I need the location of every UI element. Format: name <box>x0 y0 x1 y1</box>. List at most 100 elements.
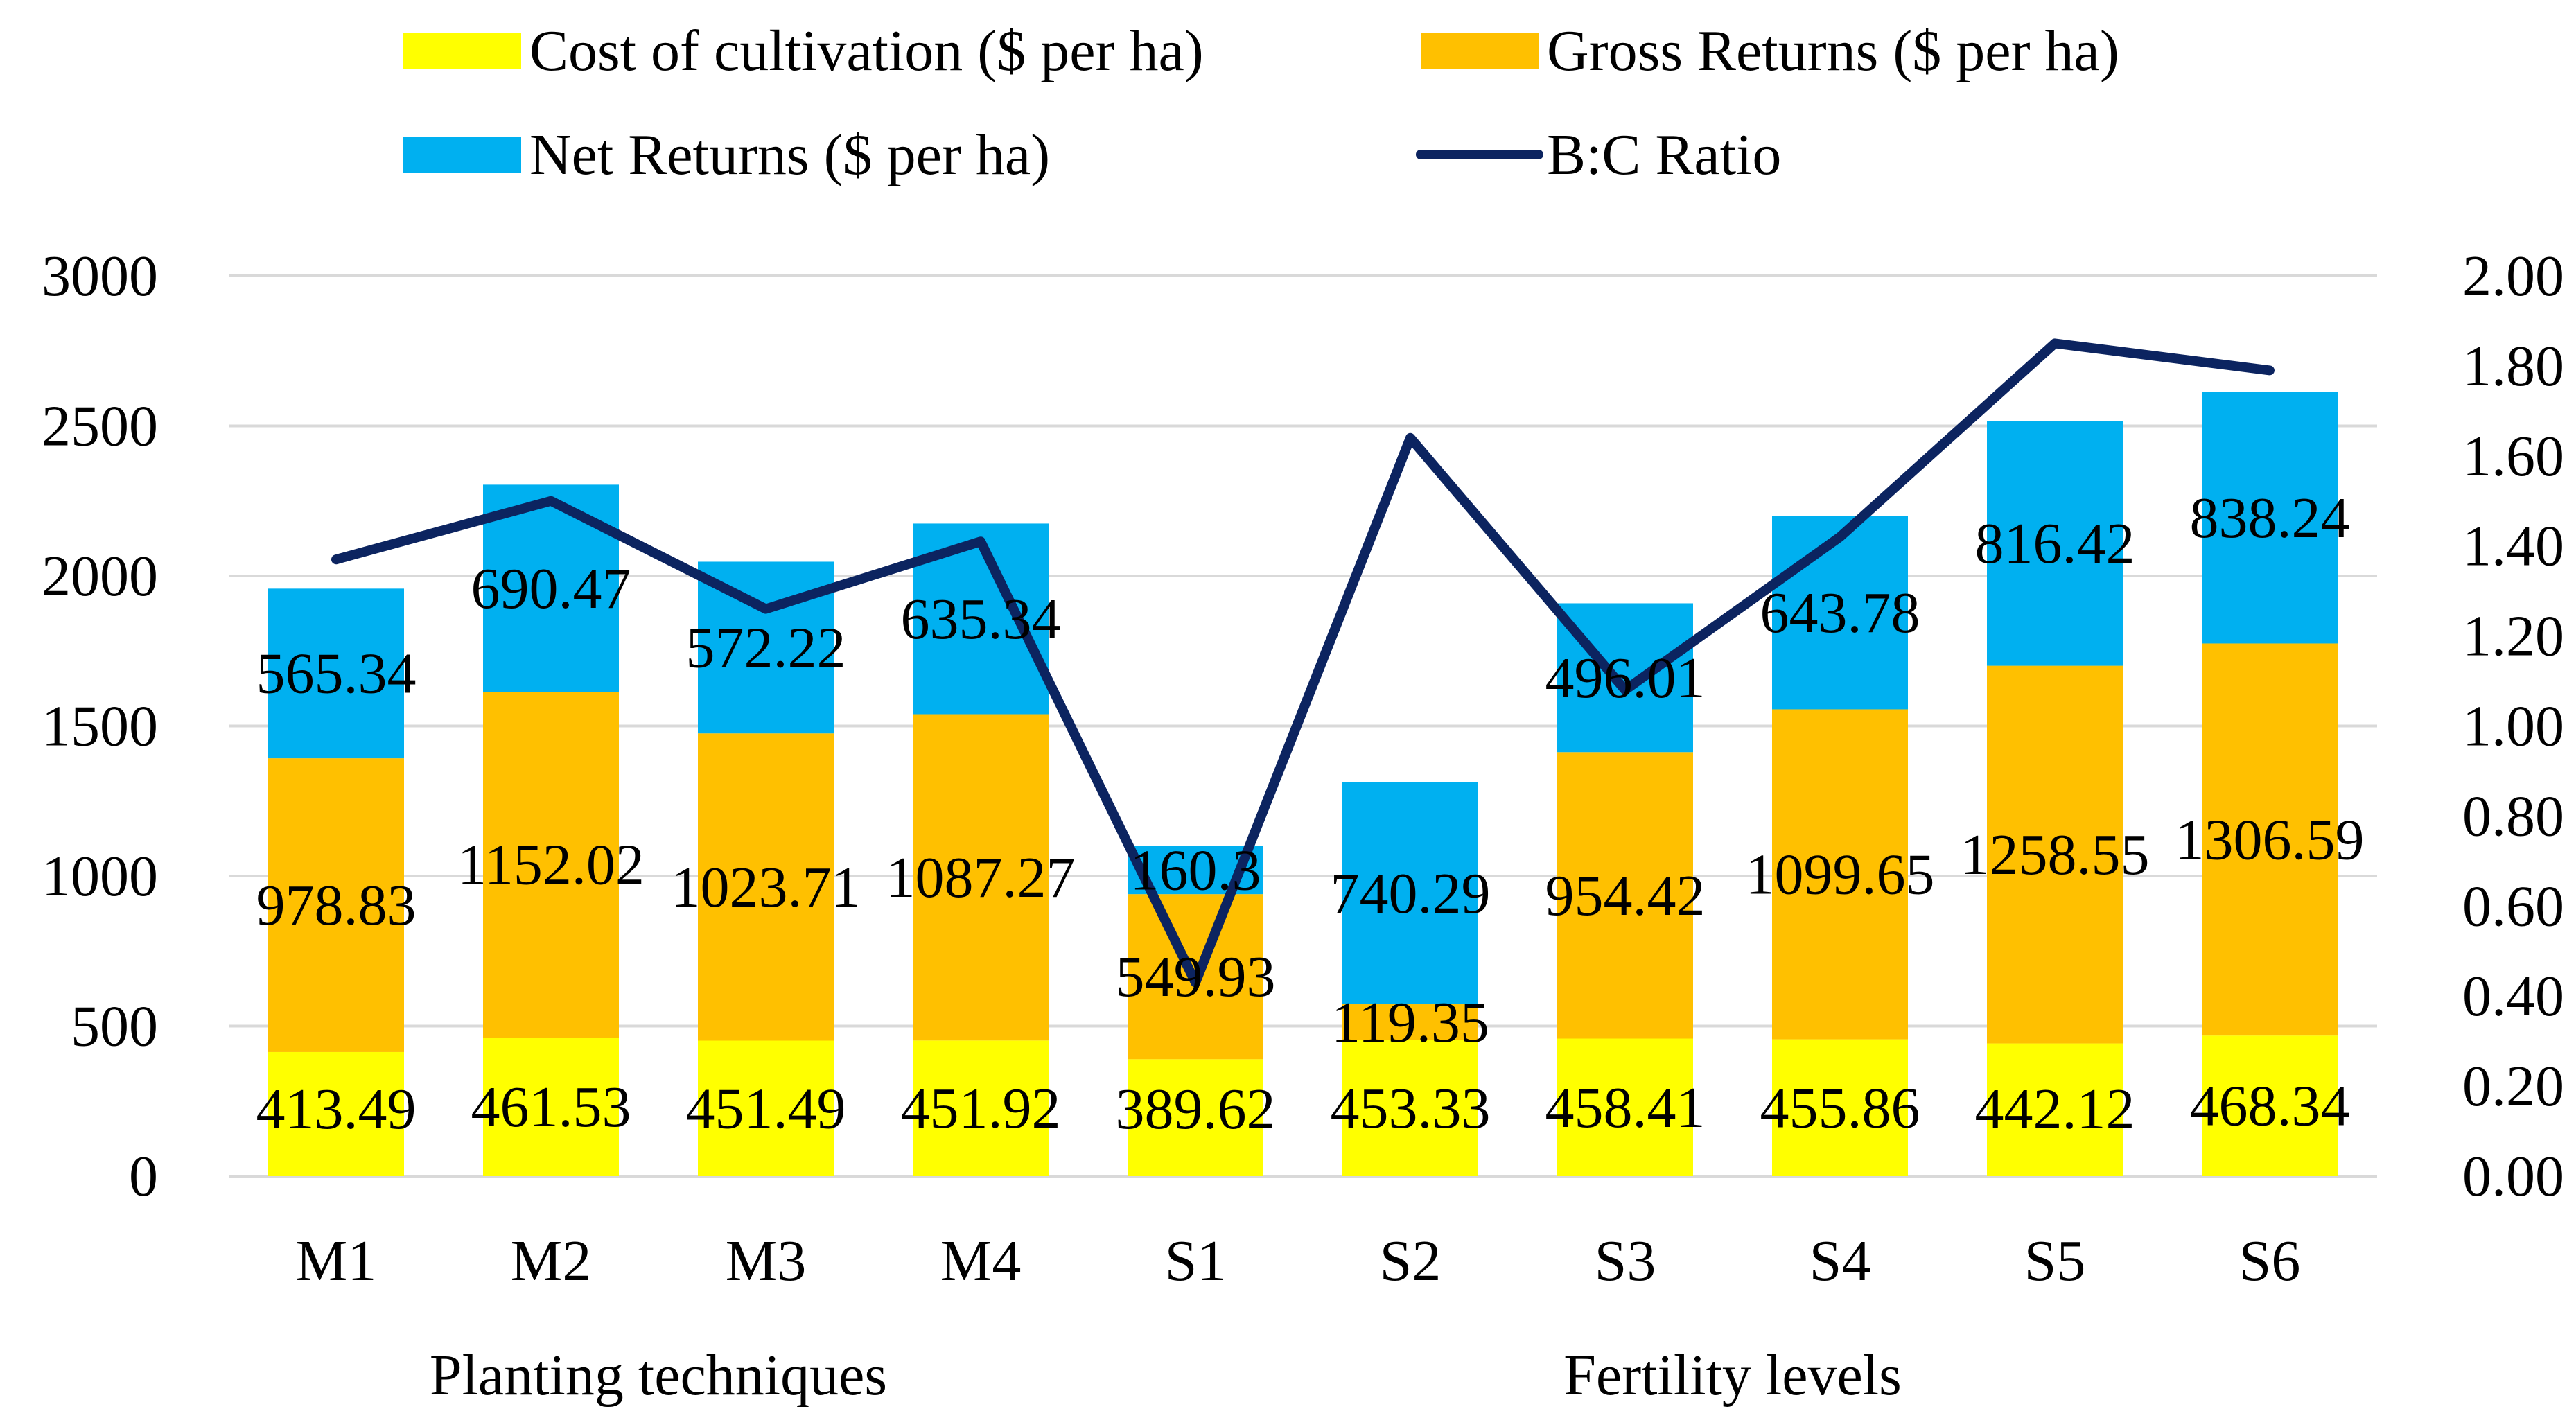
y-right-tick-label: 1.40 <box>2462 514 2564 579</box>
bar-segment <box>913 1040 1049 1176</box>
category-group-label: Planting techniques <box>430 1343 887 1408</box>
data-label: 461.53 <box>471 1075 631 1139</box>
data-label: 451.92 <box>901 1076 1061 1141</box>
bar-segment <box>2202 392 2338 644</box>
y-left-tick-label: 2500 <box>42 394 158 459</box>
bar-segment <box>1342 1004 1478 1040</box>
data-label: 1087.27 <box>886 846 1076 910</box>
legend-swatch <box>403 137 521 173</box>
x-tick-label: S6 <box>2239 1229 2301 1293</box>
bar-segment <box>1342 782 1478 1005</box>
data-label: 455.86 <box>1760 1076 1920 1140</box>
bar-segment <box>483 692 619 1038</box>
data-label-layer: 413.49 978.83 565.34 461.53 1152.02 690.47 451… <box>256 486 2365 1141</box>
bar-segment <box>1557 603 1693 753</box>
bar-segment <box>1557 1038 1693 1176</box>
data-label: 1152.02 <box>457 833 645 898</box>
y-left-tick-label: 0 <box>129 1144 158 1209</box>
y-right-tick-label: 0.40 <box>2462 964 2564 1028</box>
y-right-tick-label: 1.80 <box>2462 334 2564 399</box>
data-label: 978.83 <box>256 873 417 938</box>
data-label: 740.29 <box>1331 861 1491 926</box>
data-label: 160.3 <box>1130 838 1261 902</box>
bar-segment <box>268 1051 404 1176</box>
data-label: 816.42 <box>1975 511 2135 576</box>
bar-segment <box>698 1040 834 1176</box>
legend-label: B:C Ratio <box>1547 123 1781 187</box>
bar-segment <box>1772 1039 1908 1176</box>
bar-segment <box>2202 643 2338 1036</box>
bc-ratio-point <box>2269 369 2270 371</box>
category-group-label: Fertility levels <box>1563 1343 1902 1408</box>
axis-labels: 0 500 1000 1500 2000 2500 3000 0.00 0.20 0.40 0.60… <box>42 244 2564 1293</box>
data-label: 119.35 <box>1331 990 1489 1055</box>
bar-segment <box>1772 709 1908 1040</box>
bc-ratio-point <box>1839 536 1841 538</box>
bc-ratio-point <box>550 500 552 502</box>
bc-ratio-point <box>980 541 981 543</box>
data-label: 468.34 <box>2190 1074 2350 1139</box>
bar-segment <box>2202 1035 2338 1176</box>
y-left-tick-label: 2000 <box>42 544 158 609</box>
bar-segment <box>698 733 834 1041</box>
category-groups: Planting techniques Fertility levels <box>430 1343 1902 1408</box>
legend-swatch <box>1421 33 1539 69</box>
bc-ratio-point <box>1410 437 1411 439</box>
bc-ratio-point <box>335 559 337 561</box>
data-label: 954.42 <box>1545 864 1706 928</box>
bar-segment <box>1772 516 1908 710</box>
x-tick-label: S3 <box>1595 1229 1656 1293</box>
x-tick-label: M3 <box>726 1229 807 1293</box>
data-label: 389.62 <box>1116 1077 1276 1141</box>
legend-label: Cost of cultivation ($ per ha) <box>529 19 1204 83</box>
legend-swatch <box>403 33 521 69</box>
data-label: 458.41 <box>1545 1076 1706 1140</box>
bar-segment <box>1987 1043 2123 1176</box>
data-label: 690.47 <box>471 557 631 621</box>
y-right-tick-label: 0.60 <box>2462 874 2564 938</box>
bar-segment <box>1987 421 2123 666</box>
bc-ratio-point <box>1624 689 1626 691</box>
bar-segment <box>1342 1040 1478 1176</box>
data-label: 549.93 <box>1116 945 1276 1009</box>
y-right-tick-label: 1.60 <box>2462 424 2564 489</box>
y-left-tick-label: 500 <box>71 995 158 1059</box>
data-label: 1258.55 <box>1961 823 2150 887</box>
y-right-tick-label: 1.20 <box>2462 604 2564 669</box>
bc-ratio-line-layer <box>331 338 2275 988</box>
y-right-tick-label: 2.00 <box>2462 244 2564 308</box>
data-label: 838.24 <box>2190 486 2350 550</box>
data-label: 572.22 <box>686 615 846 680</box>
x-tick-label: M2 <box>511 1229 592 1293</box>
chart-legend: Cost of cultivation ($ per ha) Gross Retu… <box>403 19 2119 187</box>
y-right-tick-label: 1.00 <box>2462 694 2564 759</box>
bc-ratio-line <box>331 338 2275 988</box>
data-label: 413.49 <box>256 1077 417 1141</box>
y-left-tick-label: 3000 <box>42 244 158 308</box>
x-tick-label: S4 <box>1810 1229 1871 1293</box>
data-label: 451.49 <box>686 1076 846 1141</box>
bar-layer <box>268 392 2338 1176</box>
y-right-tick-label: 0.80 <box>2462 784 2564 848</box>
bar-segment <box>1987 665 2123 1044</box>
data-label: 635.34 <box>901 587 1061 651</box>
x-tick-label: S2 <box>1380 1229 1442 1293</box>
data-label: 453.33 <box>1331 1076 1491 1141</box>
bar-segment <box>268 588 404 759</box>
bar-segment <box>483 1038 619 1176</box>
bar-segment <box>1557 752 1693 1039</box>
data-label: 1306.59 <box>2175 807 2365 872</box>
legend-label: Gross Returns ($ per ha) <box>1547 19 2119 83</box>
data-label: 496.01 <box>1545 646 1706 710</box>
y-right-tick-label: 0.20 <box>2462 1054 2564 1119</box>
data-label: 1099.65 <box>1746 843 1935 907</box>
data-label: 643.78 <box>1760 581 1920 645</box>
data-label: 1023.71 <box>672 855 861 920</box>
y-right-tick-label: 0.00 <box>2462 1144 2564 1209</box>
bc-ratio-point <box>1195 981 1196 983</box>
y-left-tick-label: 1000 <box>42 844 158 909</box>
bc-ratio-point <box>2054 342 2056 344</box>
x-tick-label: M1 <box>296 1229 377 1293</box>
bar-segment <box>913 714 1049 1041</box>
